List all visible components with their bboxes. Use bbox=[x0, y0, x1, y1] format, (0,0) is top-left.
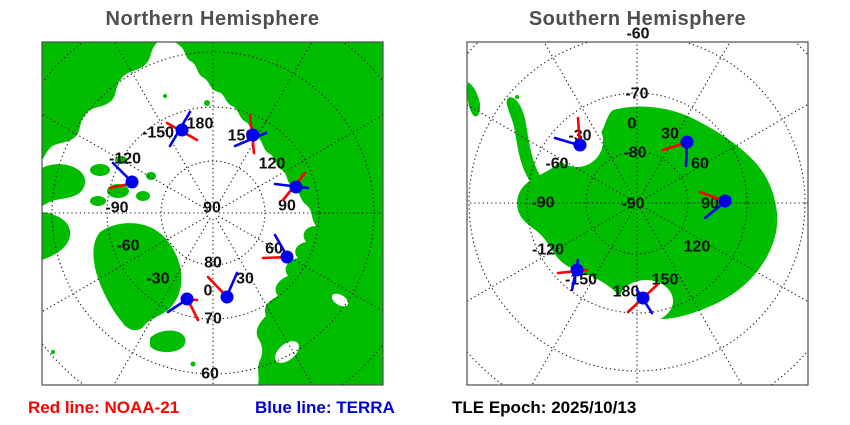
north-hemisphere-title: Northern Hemisphere bbox=[105, 8, 320, 30]
north-satellite-dot bbox=[180, 292, 194, 306]
south-grid-label: -90 bbox=[531, 195, 554, 212]
south-grid-labels: -60-70-80-900306090120150180-150-120-90-… bbox=[531, 26, 719, 301]
south-grid-label: -70 bbox=[625, 86, 648, 103]
north-grid-label: -60 bbox=[116, 238, 139, 255]
north-grid-label: 80 bbox=[204, 255, 222, 272]
south-meridian-line bbox=[639, 42, 731, 199]
south-map-border bbox=[466, 41, 809, 386]
north-satellite-dot bbox=[220, 290, 234, 304]
south-graticule bbox=[467, 42, 808, 385]
north-satellite-dot bbox=[125, 175, 139, 189]
south-meridian-line bbox=[543, 42, 635, 199]
legend-blue-line: Blue line: TERRA bbox=[255, 398, 395, 418]
south-grid-label: -120 bbox=[532, 242, 564, 259]
south-meridian-line bbox=[467, 205, 633, 302]
north-graticule bbox=[42, 42, 383, 385]
south-satellite-dot bbox=[573, 138, 587, 152]
south-latitude-circle bbox=[585, 151, 689, 255]
north-map-border bbox=[41, 41, 384, 386]
south-grid-label: 30 bbox=[661, 126, 679, 143]
north-grid-label: 120 bbox=[259, 156, 286, 173]
north-grid-label: 70 bbox=[204, 311, 222, 328]
south-grid-label: 150 bbox=[652, 272, 679, 289]
south-grid-label: -60 bbox=[626, 26, 649, 43]
north-meridian-line bbox=[215, 217, 313, 385]
north-grid-label: 90 bbox=[278, 198, 296, 215]
legend-tle-epoch: TLE Epoch: 2025/10/13 bbox=[452, 398, 636, 418]
south-grid-label: -80 bbox=[623, 145, 646, 162]
north-grid-label: -30 bbox=[146, 271, 169, 288]
south-map: -60-70-80-900306090120150180-150-120-90-… bbox=[466, 26, 809, 386]
north-meridian-line bbox=[42, 215, 209, 313]
north-latitude-circle bbox=[106, 106, 320, 320]
north-satellite-dot bbox=[289, 180, 303, 194]
north-grid-label: 90 bbox=[203, 200, 221, 217]
south-latitude-circle bbox=[526, 92, 748, 314]
legend-blue-label: Blue line: bbox=[255, 398, 332, 417]
north-grid-label: -120 bbox=[109, 151, 141, 168]
south-satellite-dot bbox=[570, 263, 584, 277]
legend-epoch-date: 2025/10/13 bbox=[551, 398, 637, 417]
south-grid-label: -60 bbox=[545, 156, 568, 173]
legend-red-line: Red line: NOAA-21 bbox=[28, 398, 179, 418]
south-grid-label: 120 bbox=[684, 239, 711, 256]
north-grid-label: -150 bbox=[142, 125, 174, 142]
south-hemisphere-title: Southern Hemisphere bbox=[528, 8, 747, 30]
south-grid-label: 90 bbox=[701, 196, 719, 213]
north-meridian-line bbox=[217, 114, 383, 211]
north-map: 180-150 150-120 120-90 90 90-60 60-30 30080706… bbox=[41, 41, 384, 386]
north-grid-label: 30 bbox=[236, 271, 254, 288]
north-grid-label: 60 bbox=[201, 366, 219, 383]
south-satellite-dot bbox=[718, 194, 732, 208]
legend-red-label: Red line: bbox=[28, 398, 100, 417]
north-satellite-dot bbox=[246, 128, 260, 142]
south-grid-label: 60 bbox=[691, 156, 709, 173]
south-grid-label: 180 bbox=[613, 284, 640, 301]
legend-red-satellite: NOAA-21 bbox=[104, 398, 180, 417]
north-grid-labels: 180-150 150-120 120-90 90 90-60 60-30 30080706… bbox=[105, 116, 296, 383]
north-meridian-line bbox=[217, 215, 383, 312]
north-land bbox=[42, 42, 383, 385]
north-satellite-markers bbox=[108, 110, 310, 322]
legend-blue-satellite: TERRA bbox=[336, 398, 395, 417]
north-meridian-line bbox=[113, 217, 211, 385]
north-meridian-line bbox=[215, 42, 313, 209]
south-satellite-markers bbox=[553, 116, 732, 315]
north-latitude-circle bbox=[160, 160, 266, 266]
south-satellite-dot bbox=[636, 291, 650, 305]
south-latitude-circle bbox=[468, 42, 806, 372]
south-grid-label: 0 bbox=[628, 116, 637, 133]
south-meridian-line bbox=[639, 207, 743, 385]
north-grid-label: 0 bbox=[204, 283, 213, 300]
north-grid-label: 180 bbox=[187, 116, 214, 133]
south-satellite-dot bbox=[680, 135, 694, 149]
north-latitude-circle bbox=[51, 51, 375, 375]
south-meridian-line bbox=[531, 207, 635, 385]
north-grid-label: 60 bbox=[265, 241, 283, 258]
north-grid-label: -90 bbox=[105, 200, 128, 217]
south-meridian-line bbox=[641, 103, 808, 201]
legend-epoch-label: TLE Epoch: bbox=[452, 398, 547, 417]
north-satellite-dot bbox=[175, 123, 189, 137]
south-meridian-line bbox=[641, 205, 808, 303]
south-meridian-line bbox=[467, 104, 633, 201]
north-meridian-line bbox=[113, 42, 211, 209]
south-grid-label: -90 bbox=[621, 196, 644, 213]
north-satellite-dot bbox=[280, 250, 294, 264]
north-meridian-line bbox=[42, 113, 209, 211]
